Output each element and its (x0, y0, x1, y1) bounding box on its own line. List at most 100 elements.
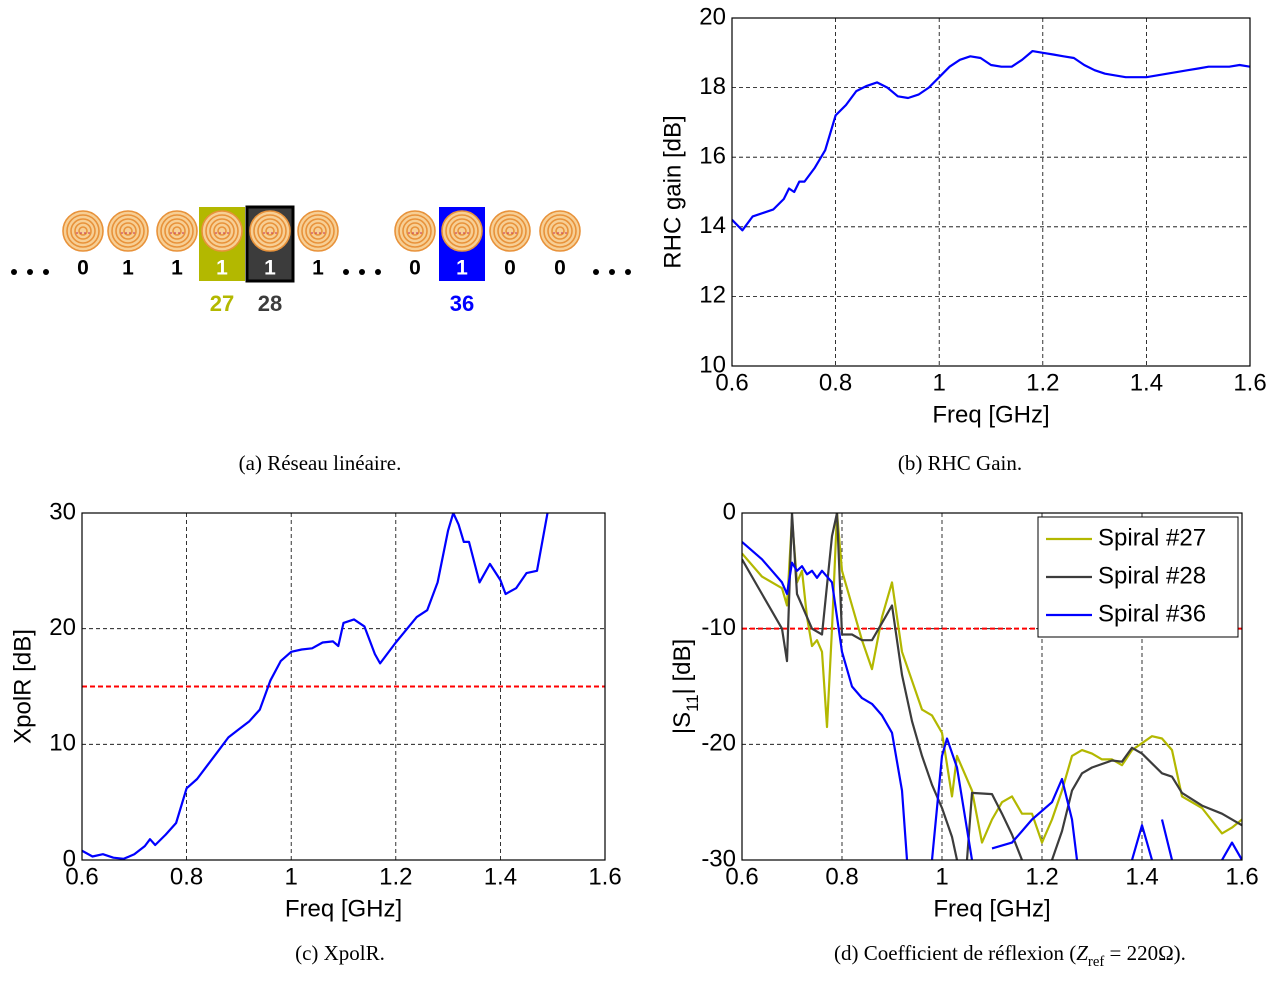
y-tick-label: 10 (699, 351, 726, 378)
x-tick-label: 1 (285, 863, 298, 890)
x-axis-label: Freq [GHz] (933, 895, 1050, 922)
element-index: 28 (258, 291, 282, 316)
bit-label: 1 (171, 257, 183, 280)
y-tick-label: 18 (699, 73, 726, 100)
x-axis-label: Freq [GHz] (285, 895, 402, 922)
bit-label: 0 (504, 257, 516, 280)
y-tick-label: 10 (49, 730, 76, 757)
y-axis-label: XpolR [dB] (9, 629, 36, 744)
y-tick-label: 16 (699, 143, 726, 170)
spiral-ring (123, 226, 133, 236)
spiral-ring (313, 226, 323, 236)
y-tick-label: 0 (723, 498, 736, 525)
x-tick-label: 1.2 (379, 863, 412, 890)
spiral-ring (493, 214, 527, 248)
spiral-element (539, 210, 581, 252)
spiral-ring (160, 214, 194, 248)
caption: (d) Coefficient de réflexion (Zref = 220… (834, 941, 1186, 971)
ellipsis-dot (593, 269, 599, 275)
spiral-ring (441, 210, 483, 252)
spiral-ring (551, 222, 569, 240)
spiral-ring (253, 214, 287, 248)
x-tick-label: 1.4 (1130, 369, 1163, 396)
bit-label: 1 (122, 257, 134, 280)
y-axis-label: |S11| [dB] (669, 639, 702, 734)
ellipsis-dot (11, 269, 17, 275)
spiral-ring (453, 222, 471, 240)
ellipsis-dot (43, 269, 49, 275)
y-tick-label: 14 (699, 212, 726, 239)
plot-area (732, 18, 1250, 366)
spiral-element (107, 210, 149, 252)
spiral-ring (111, 214, 145, 248)
x-tick-label: 0.6 (725, 863, 758, 890)
element-index: 27 (210, 291, 234, 316)
spiral-ring (201, 210, 243, 252)
legend-label: Spiral #27 (1098, 524, 1206, 551)
bit-label: 0 (554, 257, 566, 280)
bit-label: 1 (216, 257, 228, 280)
ellipsis-dot (609, 269, 615, 275)
spiral-ring (547, 218, 573, 244)
spiral-element (297, 210, 339, 252)
y-tick-label: 30 (49, 498, 76, 525)
data-line (742, 513, 1242, 844)
spiral-ring (62, 210, 104, 252)
y-tick-label: 0 (63, 845, 76, 872)
spiral-element (441, 210, 483, 252)
x-tick-label: 1.2 (1026, 369, 1059, 396)
plot-frame (731, 17, 1251, 367)
x-tick-label: 1.6 (588, 863, 621, 890)
spiral-ring (119, 222, 137, 240)
spiral-ring (410, 226, 420, 236)
spiral-ring (78, 226, 88, 236)
spiral-ring (457, 226, 467, 236)
spiral-ring (489, 210, 531, 252)
spiral-ring (257, 218, 283, 244)
spiral-ring (406, 222, 424, 240)
spiral-element (489, 210, 531, 252)
spiral-ring (505, 226, 515, 236)
ellipsis-dot (625, 269, 631, 275)
x-tick-label: 1.2 (1025, 863, 1058, 890)
plot-frame (741, 512, 1243, 861)
spiral-ring (394, 210, 436, 252)
text-piece: |S (669, 712, 696, 734)
spiral-element (201, 210, 243, 252)
bit-label: 1 (456, 257, 468, 280)
spiral-ring (301, 214, 335, 248)
spiral-ring (305, 218, 331, 244)
x-tick-label: 1.4 (484, 863, 517, 890)
caption: (a) Réseau linéaire. (239, 451, 402, 475)
spiral-ring (501, 222, 519, 240)
data-line (742, 541, 1242, 860)
caption: (b) RHC Gain. (898, 451, 1022, 475)
spiral-ring (265, 226, 275, 236)
x-tick-label: 0.8 (819, 369, 852, 396)
ellipsis-dot (359, 269, 365, 275)
x-tick-label: 1.4 (1125, 863, 1158, 890)
spiral-ring (543, 214, 577, 248)
x-tick-label: 0.6 (715, 369, 748, 396)
y-tick-label: -30 (701, 845, 736, 872)
y-tick-label: 20 (49, 614, 76, 641)
spiral-element (62, 210, 104, 252)
ellipsis-dot (27, 269, 33, 275)
element-index: 36 (450, 291, 474, 316)
x-tick-label: 0.8 (170, 863, 203, 890)
caption: (c) XpolR. (295, 941, 385, 965)
spiral-ring (168, 222, 186, 240)
spiral-ring (449, 218, 475, 244)
x-tick-label: 1 (933, 369, 946, 396)
spiral-ring (70, 218, 96, 244)
data-line (732, 50, 1250, 232)
text-piece: (d) Coefficient de réflexion ( (834, 941, 1076, 965)
spiral-element (394, 210, 436, 252)
spiral-ring (555, 226, 565, 236)
spiral-ring (309, 222, 327, 240)
spiral-ring (297, 210, 339, 252)
spiral-ring (213, 222, 231, 240)
text-piece: 11 (683, 694, 702, 711)
x-tick-label: 1 (935, 863, 948, 890)
